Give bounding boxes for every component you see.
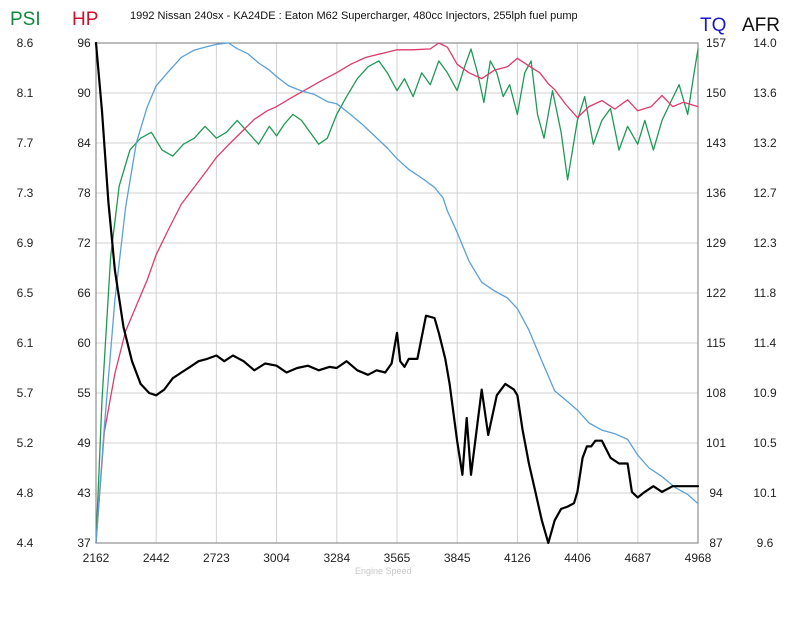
grid [96, 43, 698, 543]
plot-area-frame [95, 42, 699, 544]
tq-tick-label: 157 [706, 36, 726, 50]
hp-tick-label: 43 [77, 486, 91, 500]
psi-tick-label: 6.1 [17, 336, 34, 350]
hp-tick-label: 78 [77, 186, 91, 200]
afr-tick-label: 14.0 [753, 36, 777, 50]
psi-tick-label: 7.3 [17, 186, 34, 200]
chart-title: 1992 Nissan 240sx - KA24DE : Eaton M62 S… [130, 10, 578, 22]
psi-tick-label: 8.1 [17, 86, 34, 100]
psi-tick-label: 5.7 [17, 386, 34, 400]
hp-tick-label: 49 [77, 436, 91, 450]
psi-tick-label: 6.9 [17, 236, 34, 250]
tq-tick-label: 150 [706, 86, 726, 100]
psi-tick-label: 5.2 [17, 436, 34, 450]
x-tick-label: 4687 [624, 551, 651, 565]
tq-tick-label: 108 [706, 386, 726, 400]
hp-axis-label: HP [72, 9, 98, 30]
x-tick-label: 3565 [384, 551, 411, 565]
tq-tick-label: 115 [706, 336, 725, 350]
psi-tick-label: 8.6 [17, 36, 34, 50]
tq-tick-label: 101 [706, 436, 726, 450]
tq-tick-label: 129 [706, 236, 726, 250]
x-axis-label: Engine Speed [355, 566, 412, 576]
psi-tick-label: 6.5 [17, 286, 34, 300]
hp-tick-label: 37 [77, 536, 91, 550]
afr-tick-label: 11.4 [754, 336, 777, 350]
series-line-tq [95, 42, 699, 544]
tq-tick-label: 136 [706, 186, 726, 200]
series-line-afr [94, 41, 700, 545]
x-tick-label: 2442 [143, 551, 170, 565]
afr-tick-label: 13.2 [753, 136, 777, 150]
psi-tick-label: 4.8 [17, 486, 34, 500]
x-tick-label: 2162 [83, 551, 110, 565]
hp-tick-label: 96 [77, 36, 91, 50]
series-lines [94, 41, 700, 545]
series-line-hp [95, 42, 699, 544]
hp-tick-label: 60 [77, 336, 91, 350]
series-line-psi [95, 48, 699, 544]
afr-axis-label: AFR [742, 15, 780, 36]
tq-tick-label: 94 [709, 486, 723, 500]
x-tick-label: 3845 [444, 551, 471, 565]
afr-tick-label: 12.3 [753, 236, 777, 250]
afr-tick-label: 10.1 [753, 486, 777, 500]
tq-tick-label: 122 [706, 286, 726, 300]
hp-tick-label: 90 [77, 86, 91, 100]
psi-tick-label: 4.4 [17, 536, 34, 550]
hp-tick-label: 66 [77, 286, 91, 300]
tq-tick-label: 87 [709, 536, 723, 550]
hp-tick-label: 55 [77, 386, 91, 400]
tick-labels: 8.6 8.1 7.7 7.3 6.9 6.5 6.1 5.7 5.2 4.8 4.4 96 90 84 7… [17, 36, 777, 565]
tq-tick-label: 143 [706, 136, 726, 150]
afr-tick-label: 12.7 [753, 186, 777, 200]
x-tick-label: 4406 [564, 551, 591, 565]
x-tick-label: 3004 [263, 551, 290, 565]
hp-tick-label: 84 [77, 136, 91, 150]
tq-axis-label: TQ [700, 15, 726, 36]
x-tick-label: 3284 [323, 551, 350, 565]
x-tick-label: 4126 [504, 551, 531, 565]
hp-tick-label: 72 [77, 236, 91, 250]
x-tick-label: 4968 [685, 551, 712, 565]
psi-tick-label: 7.7 [17, 136, 34, 150]
afr-tick-label: 10.9 [753, 386, 777, 400]
x-tick-label: 2723 [203, 551, 230, 565]
afr-tick-label: 10.5 [753, 436, 777, 450]
afr-tick-label: 13.6 [753, 86, 777, 100]
afr-tick-label: 11.8 [754, 286, 777, 300]
psi-axis-label: PSI [10, 9, 41, 30]
afr-tick-label: 9.6 [757, 536, 774, 550]
